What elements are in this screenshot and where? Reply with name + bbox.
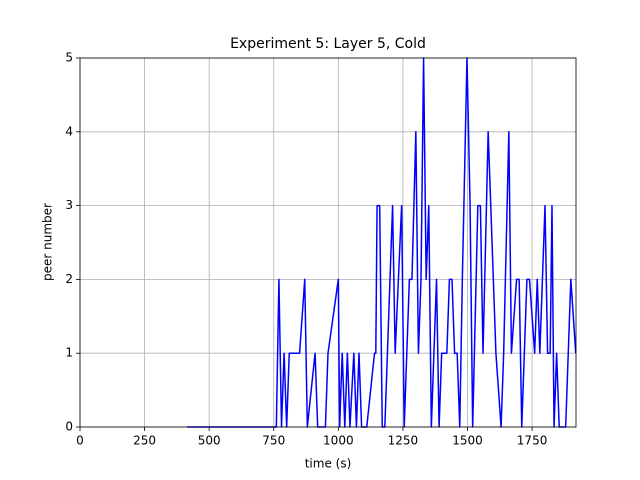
x-tick-label: 1000 — [323, 434, 354, 448]
x-tick-label: 0 — [76, 434, 84, 448]
data-line — [187, 57, 577, 428]
x-tick-label: 250 — [133, 434, 156, 448]
y-tick-label: 3 — [65, 198, 73, 212]
x-tick-label: 500 — [198, 434, 221, 448]
x-axis-label: time (s) — [305, 457, 352, 471]
x-tick-label: 1750 — [517, 434, 548, 448]
axes-frame — [79, 57, 577, 428]
y-axis-label: peer number — [41, 203, 55, 281]
x-tick-label: 1250 — [388, 434, 419, 448]
y-tick-label: 1 — [65, 346, 73, 360]
plot-layer — [187, 57, 577, 428]
x-tick-label: 750 — [262, 434, 285, 448]
x-tick-label: 1500 — [452, 434, 483, 448]
chart-title: Experiment 5: Layer 5, Cold — [230, 36, 426, 52]
y-tick-label: 4 — [65, 124, 73, 138]
y-tick-label: 2 — [65, 272, 73, 286]
y-tick-label: 0 — [65, 420, 73, 434]
y-tick-label: 5 — [65, 51, 73, 65]
